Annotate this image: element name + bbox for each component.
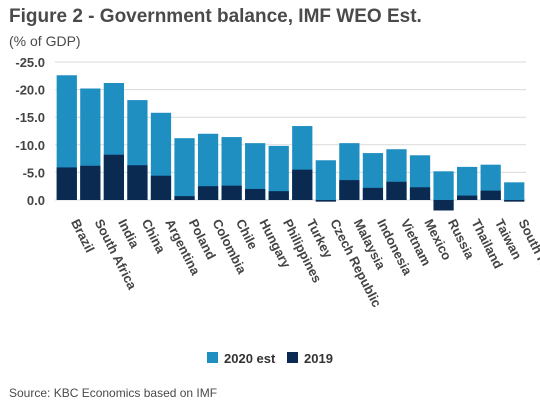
bar-2020-est [315, 160, 336, 200]
bar-2019 [504, 200, 525, 202]
legend-swatch-2020-est [207, 352, 218, 363]
bar-2019 [339, 180, 360, 200]
bar-2019 [362, 187, 384, 200]
bar-2019 [103, 154, 125, 200]
chart-subtitle: (% of GDP) [9, 33, 81, 49]
bar-2019 [80, 165, 101, 200]
bar-2019 [127, 165, 148, 200]
y-tick-label: -20.0 [15, 83, 45, 98]
chart-title: Figure 2 - Government balance, IMF WEO E… [9, 6, 422, 27]
bar-2019 [292, 169, 313, 200]
bar-2019 [56, 167, 77, 200]
bar-2020-est [456, 166, 478, 200]
bar-2020-est [268, 145, 289, 200]
bar-2020-est [174, 138, 195, 200]
source-note: Source: KBC Economics based on IMF [9, 386, 218, 400]
bar-2019 [386, 181, 407, 200]
bar-2019 [480, 190, 501, 200]
series-2019 [56, 154, 525, 211]
bar-2019 [150, 175, 172, 200]
y-tick-label: -10.0 [15, 138, 45, 153]
bar-2020-est [433, 171, 454, 200]
bar-2019 [409, 187, 431, 200]
bar-2019 [221, 185, 242, 200]
y-tick-label: -5.0 [23, 165, 45, 180]
bar-2020-est [245, 143, 266, 200]
bar-2019 [268, 191, 289, 200]
bar-2020-est [197, 133, 219, 200]
bar-2019 [197, 186, 219, 200]
bar-2019 [174, 196, 195, 200]
y-tick-label: -15.0 [15, 110, 45, 125]
legend-label-2019: 2019 [304, 351, 333, 366]
legend: 2020 est 2019 [207, 351, 333, 366]
bar-2019 [456, 195, 478, 200]
gridlines [55, 61, 526, 201]
series-2020-est [56, 75, 525, 200]
y-tick-label: -25.0 [15, 55, 45, 70]
bar-2020-est [504, 182, 525, 200]
y-axis-ticks: -25.0 -20.0 -15.0 -10.0 -5.0 0.0 [15, 55, 45, 208]
bar-2019 [245, 188, 266, 200]
y-tick-label: 0.0 [27, 193, 45, 208]
legend-label-2020-est: 2020 est [224, 351, 276, 366]
bar-2020-est [221, 137, 242, 200]
bar-2019 [433, 200, 454, 211]
bar-2019 [315, 200, 336, 202]
legend-swatch-2019 [287, 352, 298, 363]
